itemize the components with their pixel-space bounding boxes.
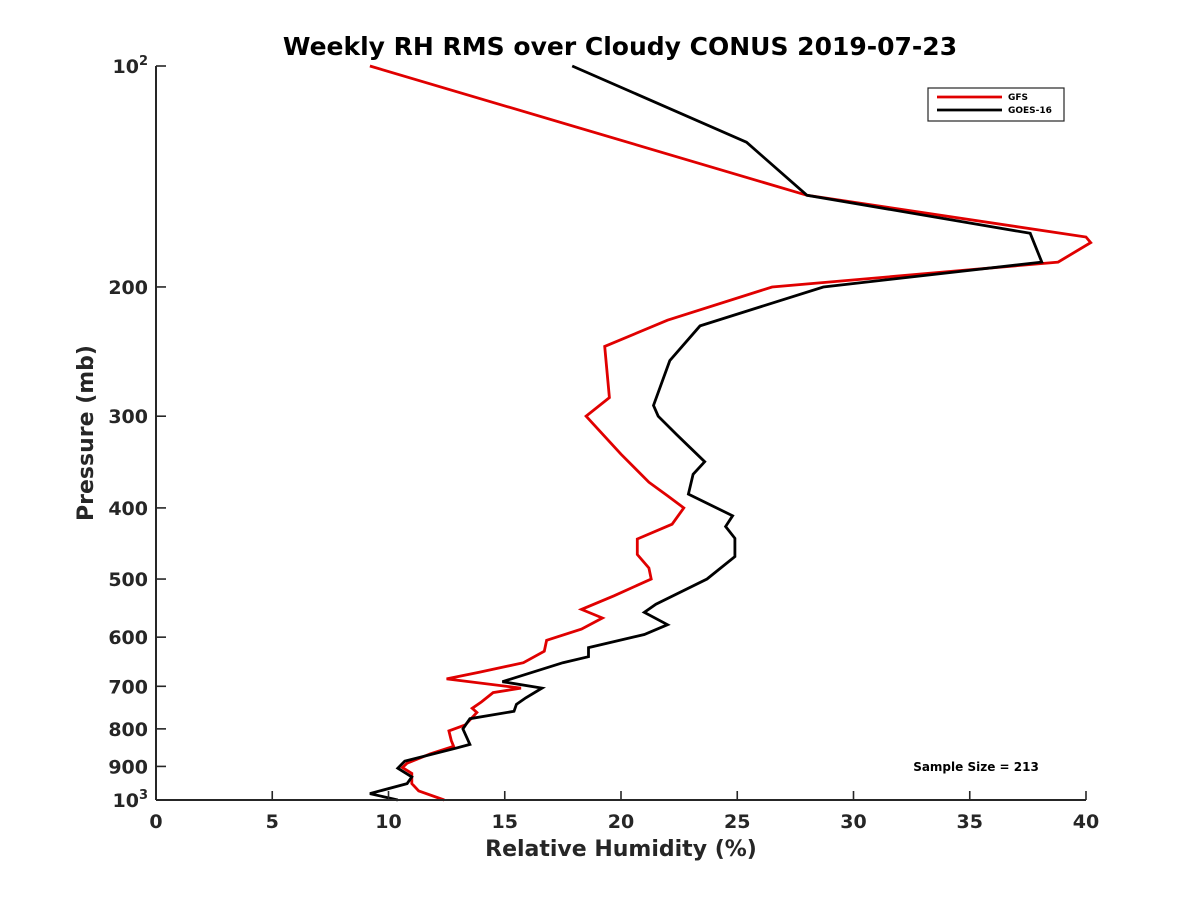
legend-label-goes-16: GOES-16 [1008, 106, 1052, 116]
y-tick-label-base: 10 [113, 790, 139, 812]
y-tick-label: 102 [113, 54, 149, 78]
x-tick-label: 25 [724, 811, 750, 833]
y-tick-label: 400 [108, 498, 148, 520]
y-tick-label: 800 [108, 719, 148, 741]
y-tick-label: 103 [113, 788, 149, 812]
series-line-goes-16 [369, 64, 1044, 802]
series-layer [369, 64, 1093, 802]
x-tick-label: 5 [266, 811, 279, 833]
x-axis-label: Relative Humidity (%) [485, 837, 757, 862]
y-tick-label-exponent: 2 [139, 54, 148, 69]
series-line-gfs [369, 64, 1093, 802]
sample-size-annotation: Sample Size = 213 [913, 760, 1039, 774]
x-tick-label: 40 [1073, 811, 1099, 833]
y-tick-label: 700 [108, 676, 148, 698]
y-axis-label: Pressure (mb) [74, 345, 99, 521]
y-tick-label: 600 [108, 627, 148, 649]
legend: GFS GOES-16 [927, 87, 1065, 122]
y-tick-label-exponent: 3 [139, 788, 148, 803]
chart-title: Weekly RH RMS over Cloudy CONUS 2019-07-… [283, 32, 957, 61]
x-tick-label: 35 [957, 811, 983, 833]
x-tick-label: 30 [840, 811, 866, 833]
x-tick-label: 10 [375, 811, 401, 833]
y-tick-label: 200 [108, 277, 148, 299]
y-tick-label-base: 10 [113, 56, 139, 78]
x-tick-label: 15 [492, 811, 518, 833]
y-tick-label: 300 [108, 406, 148, 428]
legend-box [927, 87, 1065, 122]
y-tick-label: 900 [108, 756, 148, 778]
y-tick-label: 500 [108, 569, 148, 591]
legend-label-gfs: GFS [1008, 93, 1028, 103]
x-axis-ticks: 0 5 10 15 20 25 30 35 40 [149, 791, 1099, 833]
x-tick-label: 0 [149, 811, 162, 833]
x-tick-label: 20 [608, 811, 634, 833]
